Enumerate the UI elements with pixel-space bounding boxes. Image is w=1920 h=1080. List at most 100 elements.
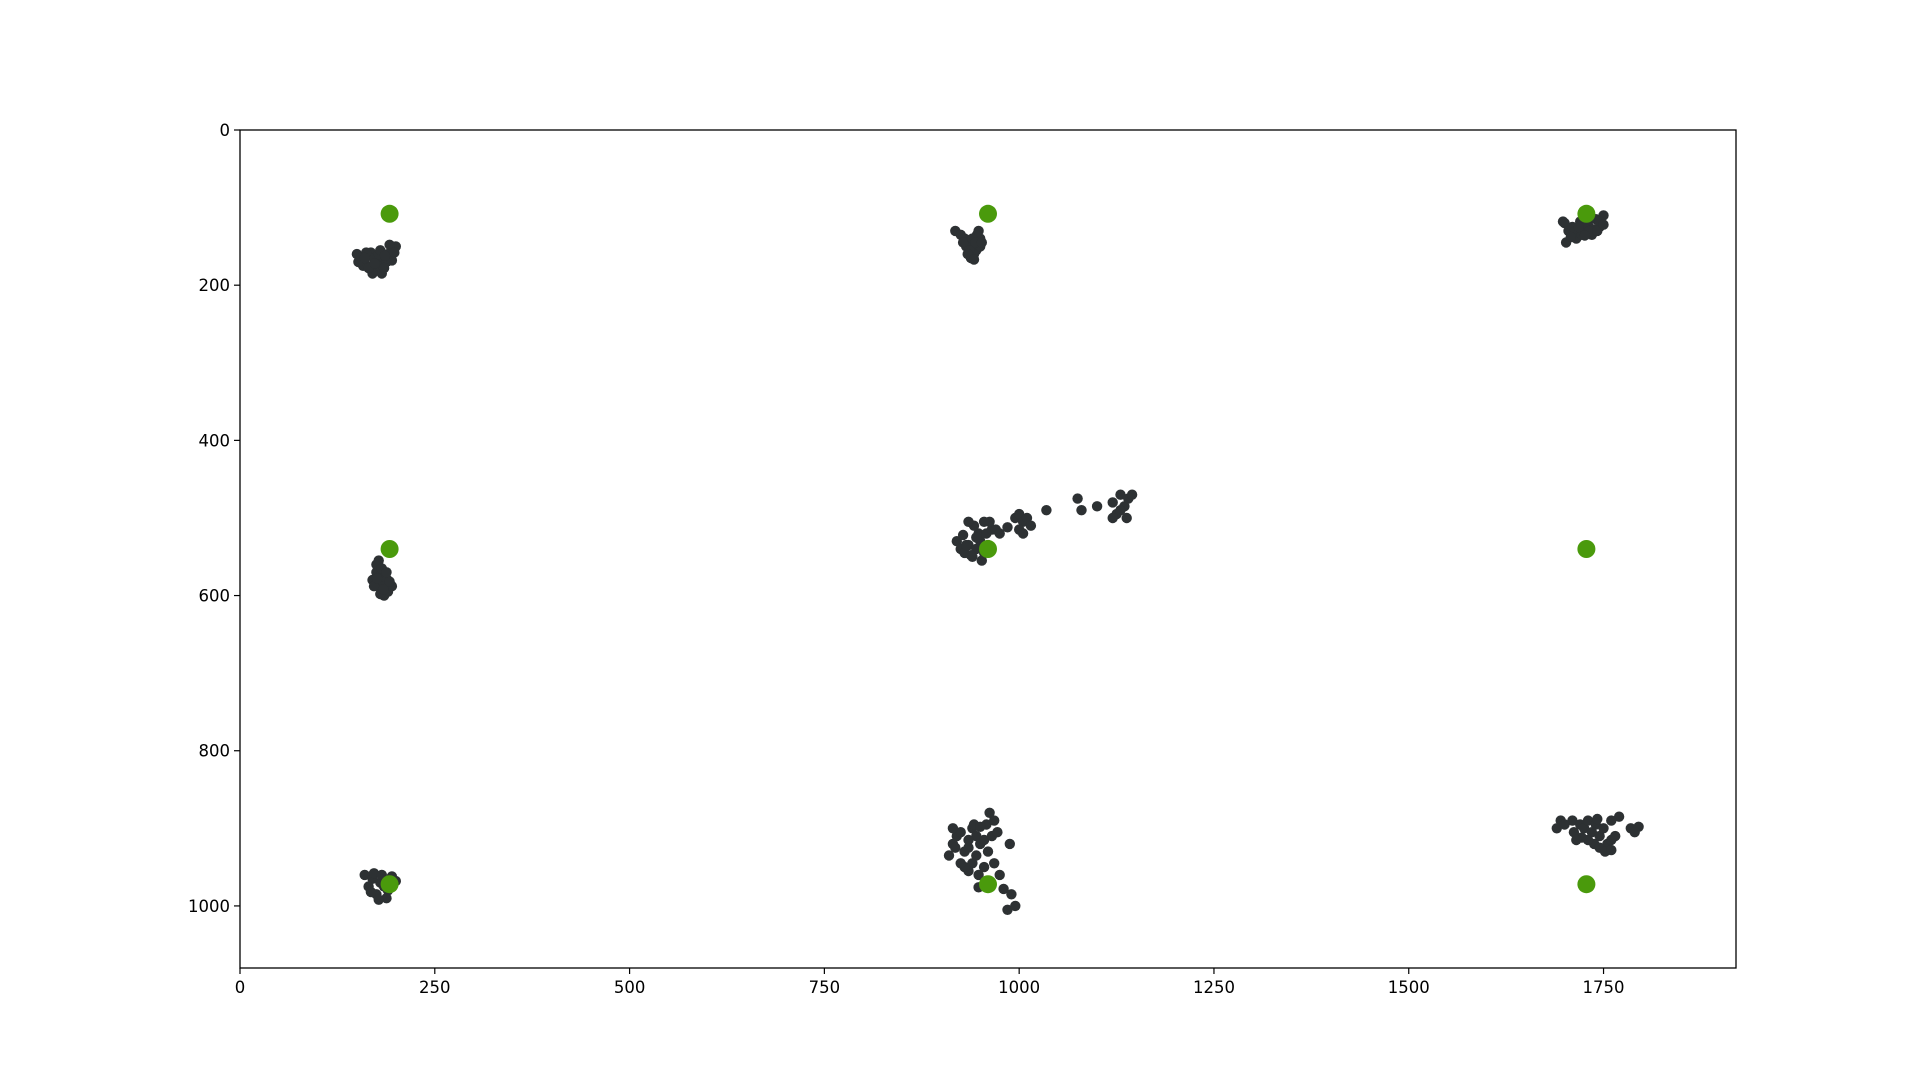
gaze-point-123 [1076, 505, 1087, 516]
gaze-point-125 [1107, 497, 1118, 508]
gaze-point-91 [381, 567, 392, 578]
gaze-point-158 [971, 850, 982, 861]
gaze-point-179 [998, 883, 1009, 895]
gaze-point-133 [1126, 489, 1138, 500]
gaze-point-211 [1629, 827, 1640, 838]
gaze-point-89 [371, 573, 383, 584]
x-tick-label-1500: 1500 [1388, 978, 1430, 997]
gaze-point-184 [1004, 838, 1015, 850]
x-axis: 0 250 500 750 1000 1250 1500 1750 [235, 968, 1625, 997]
gaze-point-113 [1002, 522, 1013, 533]
gaze-point-107 [965, 550, 977, 561]
target-point-0 [380, 204, 399, 223]
gaze-point-118 [1025, 520, 1037, 531]
gaze-point-202 [1568, 827, 1580, 838]
gaze-point-213 [1559, 819, 1570, 830]
y-tick-label-400: 400 [199, 431, 231, 450]
y-tick-label-1000: 1000 [188, 897, 230, 916]
gaze-point-132 [1115, 505, 1126, 516]
gaze-point-180 [1006, 889, 1017, 900]
y-tick-label-600: 600 [199, 587, 231, 606]
gaze-point-151 [943, 850, 955, 861]
gaze-point-171 [973, 869, 984, 881]
gaze-point-173 [955, 858, 966, 869]
gaze-point-122 [1072, 493, 1083, 504]
gaze-point-71 [1598, 219, 1609, 230]
gaze-point-25 [389, 247, 400, 258]
gaze-point-172 [978, 861, 990, 873]
gaze-point-192 [1582, 815, 1594, 826]
gaze-point-146 [381, 893, 392, 904]
x-tick-label-1250: 1250 [1193, 978, 1235, 997]
gaze-point-115 [1014, 508, 1025, 520]
gaze-point-27 [359, 252, 370, 264]
gaze-point-181 [1002, 904, 1013, 915]
gaze-point-178 [994, 869, 1005, 881]
gaze-point-69 [1573, 221, 1584, 233]
gaze-point-28 [369, 258, 380, 269]
gaze-point-185 [989, 858, 1000, 869]
gaze-point-42 [957, 237, 969, 248]
gaze-point-161 [982, 846, 994, 857]
gaze-point-199 [1610, 830, 1621, 842]
gaze-point-156 [963, 842, 974, 853]
gaze-point-87 [384, 576, 395, 587]
gaze-point-191 [1578, 823, 1590, 834]
target-point-1 [979, 204, 997, 223]
gaze-point-177 [975, 821, 986, 832]
gaze-point-207 [1606, 844, 1617, 856]
gaze-point-208 [1582, 834, 1594, 846]
gaze-point-49 [976, 237, 987, 248]
target-point-4 [979, 540, 997, 558]
gaze-point-130 [1121, 512, 1132, 524]
y-tick-label-0: 0 [220, 121, 231, 140]
gaze-point-195 [1594, 830, 1605, 842]
gaze-point-48 [968, 254, 980, 265]
gaze-point-154 [955, 827, 966, 838]
target-point-2 [1577, 204, 1596, 223]
gaze-point-106 [976, 555, 987, 566]
gaze-point-121 [1041, 505, 1052, 516]
gaze-point-112 [994, 528, 1005, 539]
target-point-5 [1577, 540, 1596, 558]
gaze-point-214 [1592, 813, 1603, 825]
gaze-point-124 [1091, 501, 1103, 512]
gaze-point-186 [963, 834, 974, 846]
gaze-point-187 [1551, 823, 1563, 834]
gaze-point-168 [971, 830, 982, 842]
gaze-point-127 [1115, 489, 1126, 500]
x-tick-label-500: 500 [614, 978, 646, 997]
gaze-point-165 [989, 815, 1000, 826]
gaze-point-110 [961, 539, 972, 551]
gaze-point-196 [1598, 823, 1609, 834]
gaze-point-166 [992, 827, 1003, 838]
gaze-point-120 [1014, 524, 1025, 535]
gaze-point-65 [1565, 231, 1577, 243]
x-tick-label-0: 0 [235, 978, 246, 997]
gaze-point-108 [957, 529, 969, 541]
target-point-6 [380, 875, 399, 894]
y-tick-label-200: 200 [199, 276, 231, 295]
gaze-point-148 [365, 886, 377, 898]
y-axis: 0 200 400 600 800 1000 [188, 121, 240, 916]
gaze-point-157 [967, 858, 978, 869]
gaze-point-102 [963, 516, 974, 527]
target-point-3 [380, 540, 399, 558]
gaze-point-131 [1107, 512, 1118, 524]
gaze-point-160 [978, 834, 990, 846]
gaze-point-182 [1010, 900, 1021, 912]
x-tick-label-250: 250 [419, 978, 451, 997]
gaze-point-164 [984, 807, 995, 818]
gaze-point-21 [378, 262, 390, 274]
gaze-point-46 [973, 225, 984, 237]
gaze-point-83 [373, 555, 384, 566]
gaze-point-147 [373, 894, 384, 905]
target-points-layer [380, 204, 1596, 894]
gaze-point-72 [1557, 216, 1569, 227]
gaze-point-193 [1586, 827, 1598, 838]
gaze-point-201 [1606, 815, 1617, 826]
gaze-point-117 [1021, 512, 1033, 524]
x-tick-label-750: 750 [809, 978, 841, 997]
gaze-point-189 [1567, 815, 1578, 826]
